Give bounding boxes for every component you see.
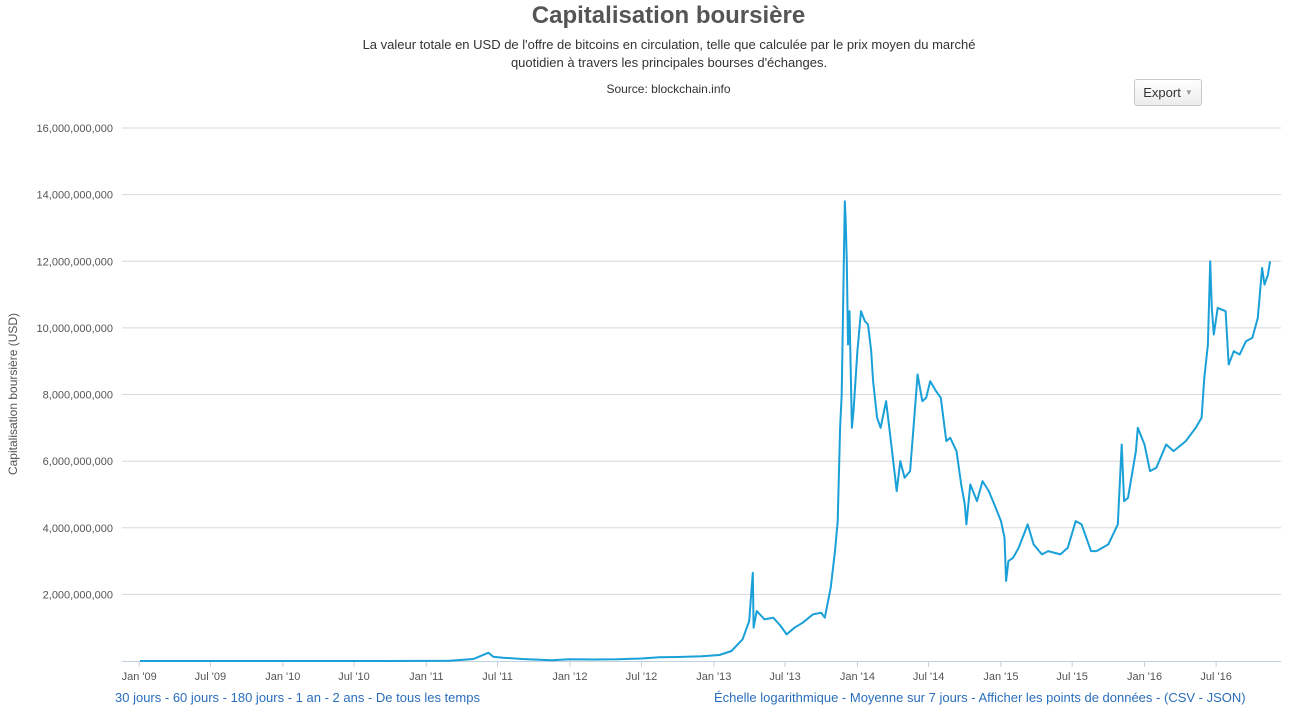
y-tick-label: 12,000,000,000 [37, 256, 113, 268]
range-link[interactable]: 2 ans [332, 690, 365, 705]
x-tick-label: Jan '16 [1127, 671, 1162, 683]
y-axis-label: Capitalisation boursière (USD) [6, 313, 20, 475]
chart-source: Source: blockchain.info [606, 82, 731, 96]
x-axis: Jan '09 Jul '09 Jan '10 Jul '10 Jan '11 Jul '… [122, 661, 1281, 683]
x-tick-label: Jan '14 [840, 671, 875, 683]
x-tick-label: Jul '13 [769, 671, 800, 683]
x-tick-label: Jan '15 [983, 671, 1018, 683]
export-label: Export [1143, 85, 1181, 100]
x-tick-label: Jul '11 [482, 671, 513, 683]
x-tick-label: Jul '14 [913, 671, 944, 683]
separator: - [320, 690, 333, 705]
download-link[interactable]: JSON [1206, 690, 1242, 705]
separator: - [967, 690, 979, 705]
view-options: Échelle logarithmique - Moyenne sur 7 jo… [714, 690, 1246, 705]
y-tick-label: 16,000,000,000 [37, 123, 113, 135]
caret-down-icon: ▼ [1184, 88, 1193, 97]
x-tick-label: Jul '15 [1056, 671, 1087, 683]
y-tick-label: 8,000,000,000 [43, 390, 113, 402]
range-link[interactable]: 30 jours [115, 690, 162, 705]
x-tick-label: Jan '11 [409, 671, 443, 683]
separator: - [364, 690, 376, 705]
y-axis: 2,000,000,000 4,000,000,000 6,000,000,000 8… [37, 123, 113, 601]
separator: - [284, 690, 296, 705]
y-tick-label: 4,000,000,000 [43, 523, 113, 535]
separator: - [1195, 690, 1207, 705]
option-link[interactable]: Afficher les points de données [978, 690, 1153, 705]
option-link[interactable]: Échelle logarithmique [714, 690, 839, 705]
y-tick-label: 6,000,000,000 [43, 456, 113, 468]
export-button[interactable]: Export ▼ [1134, 79, 1202, 106]
y-tick-label: 2,000,000,000 [43, 589, 113, 601]
x-tick-label: Jan '12 [552, 671, 587, 683]
grid-lines [122, 127, 1281, 595]
chart-title: Capitalisation boursière [531, 2, 806, 29]
x-tick-label: Jan '09 [122, 671, 157, 683]
range-link[interactable]: 1 an [295, 690, 321, 705]
download-link[interactable]: CSV [1168, 690, 1196, 705]
range-links: 30 jours - 60 jours - 180 jours - 1 an -… [115, 690, 480, 705]
chart-subtitle: La valeur totale en USD de l'offre de bi… [362, 37, 976, 70]
x-tick-label: Jul '09 [195, 671, 226, 683]
separator: ) [1241, 690, 1246, 705]
separator: - [161, 690, 173, 705]
range-link[interactable]: 60 jours [172, 690, 220, 705]
x-tick-label: Jul '10 [338, 671, 369, 683]
x-tick-label: Jan '10 [265, 671, 300, 683]
y-tick-label: 10,000,000,000 [37, 323, 113, 335]
series-layer [140, 200, 1271, 662]
range-link[interactable]: 180 jours [230, 690, 285, 705]
market-cap-chart: 2,000,000,000 4,000,000,000 6,000,000,000 8… [6, 123, 1281, 683]
x-tick-label: Jul '16 [1200, 671, 1231, 683]
option-link[interactable]: Moyenne sur 7 jours [849, 690, 968, 705]
y-tick-label: 14,000,000,000 [37, 190, 113, 202]
separator: - [219, 690, 231, 705]
x-tick-label: Jul '12 [626, 671, 657, 683]
x-tick-label: Jan '13 [696, 671, 731, 683]
series-line [140, 200, 1271, 662]
separator: - [838, 690, 850, 705]
range-link[interactable]: De tous les temps [375, 690, 480, 705]
separator: - ( [1152, 690, 1169, 705]
